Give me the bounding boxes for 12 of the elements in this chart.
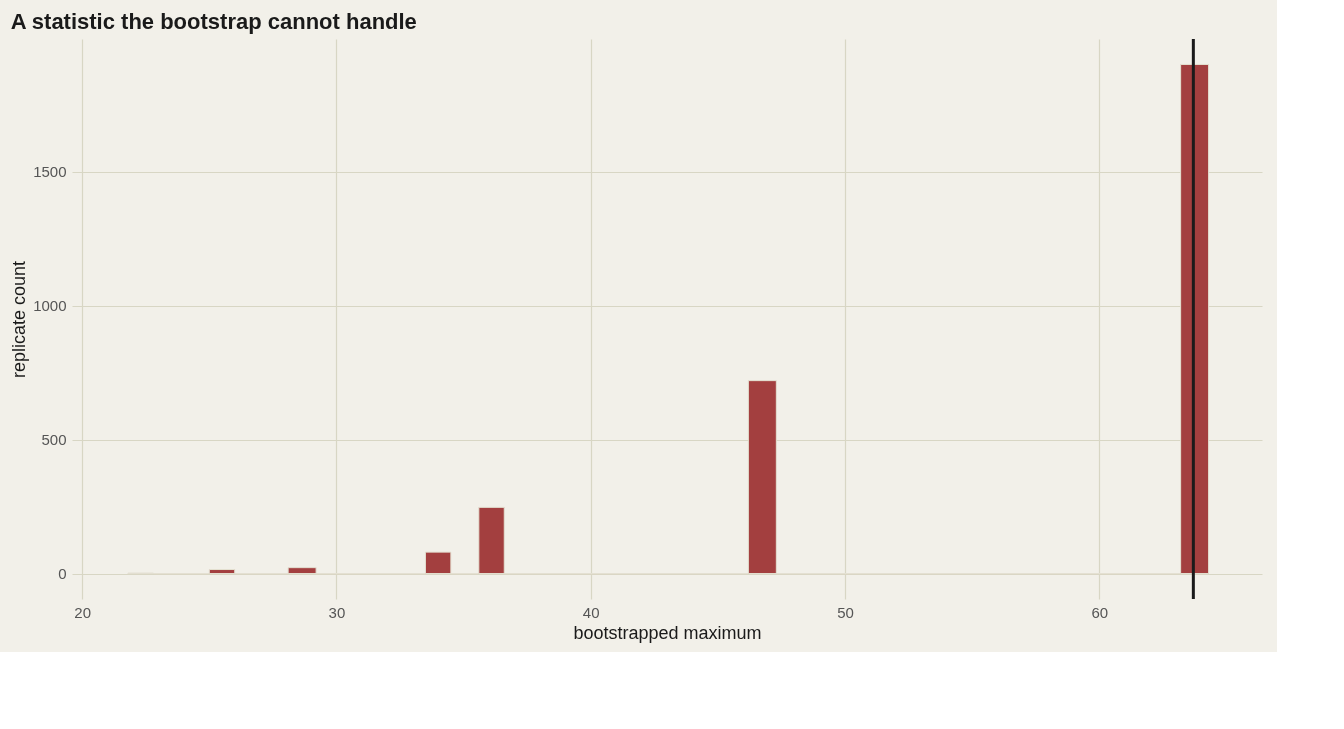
y-tick-label: 1500: [33, 163, 67, 181]
x-tick-label: 50: [837, 603, 854, 621]
y-axis-title: replicate count: [9, 260, 30, 379]
x-tick-label: 30: [328, 603, 346, 621]
x-tick-label: 60: [1091, 603, 1109, 621]
x-axis-title: bootstrapped maximum: [573, 622, 762, 643]
y-tick-label: 1000: [33, 297, 67, 315]
y-tick-label: 0: [58, 565, 67, 583]
x-tick-label: 20: [74, 603, 92, 621]
chart-title: A statistic the bootstrap cannot handle: [10, 8, 417, 34]
y-tick-label: 500: [41, 431, 67, 449]
x-tick-label: 40: [582, 603, 600, 621]
